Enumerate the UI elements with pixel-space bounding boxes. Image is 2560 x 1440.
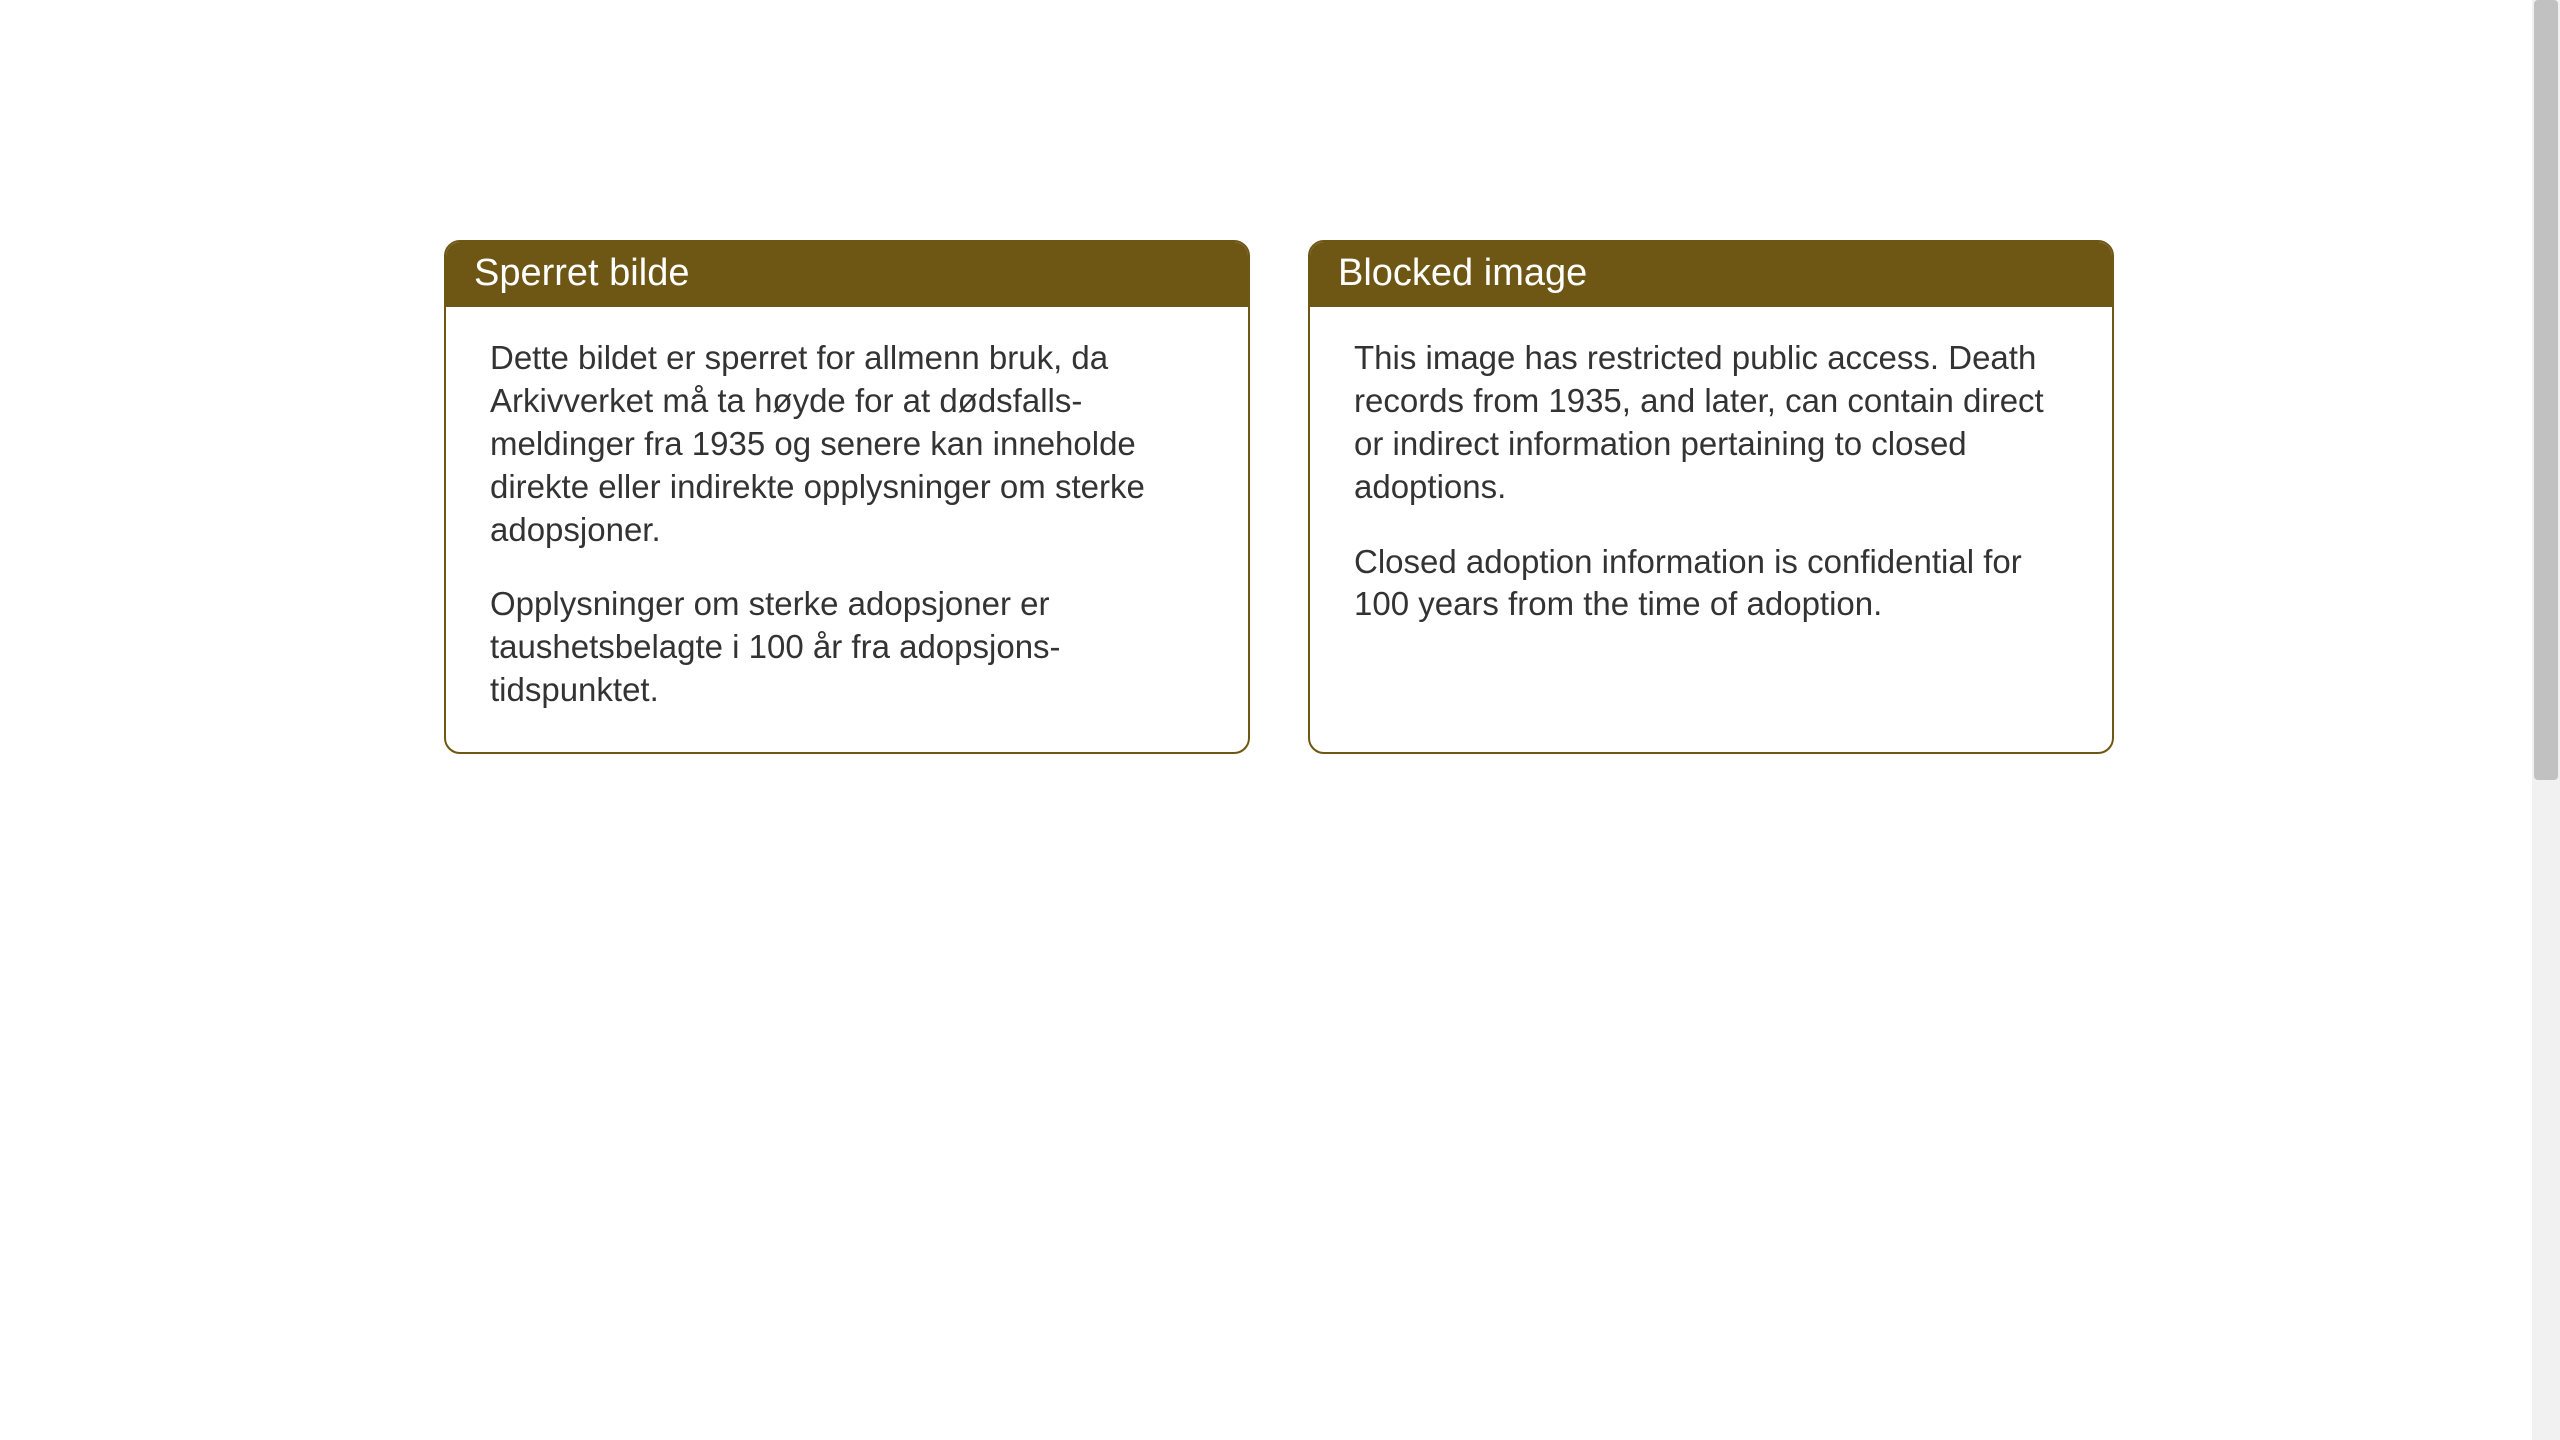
card-paragraph-1-english: This image has restricted public access.… <box>1354 337 2068 509</box>
scrollbar-track[interactable] <box>2532 0 2560 1440</box>
card-body-norwegian: Dette bildet er sperret for allmenn bruk… <box>446 307 1248 752</box>
scrollbar-thumb[interactable] <box>2534 0 2558 780</box>
card-paragraph-1-norwegian: Dette bildet er sperret for allmenn bruk… <box>490 337 1204 551</box>
card-header-english: Blocked image <box>1310 242 2112 307</box>
notice-card-english: Blocked image This image has restricted … <box>1308 240 2114 754</box>
notice-card-norwegian: Sperret bilde Dette bildet er sperret fo… <box>444 240 1250 754</box>
card-body-english: This image has restricted public access.… <box>1310 307 2112 666</box>
card-paragraph-2-english: Closed adoption information is confident… <box>1354 541 2068 627</box>
card-header-norwegian: Sperret bilde <box>446 242 1248 307</box>
notice-container: Sperret bilde Dette bildet er sperret fo… <box>444 240 2114 754</box>
card-paragraph-2-norwegian: Opplysninger om sterke adopsjoner er tau… <box>490 583 1204 712</box>
card-title-norwegian: Sperret bilde <box>474 252 689 294</box>
card-title-english: Blocked image <box>1338 252 1587 294</box>
